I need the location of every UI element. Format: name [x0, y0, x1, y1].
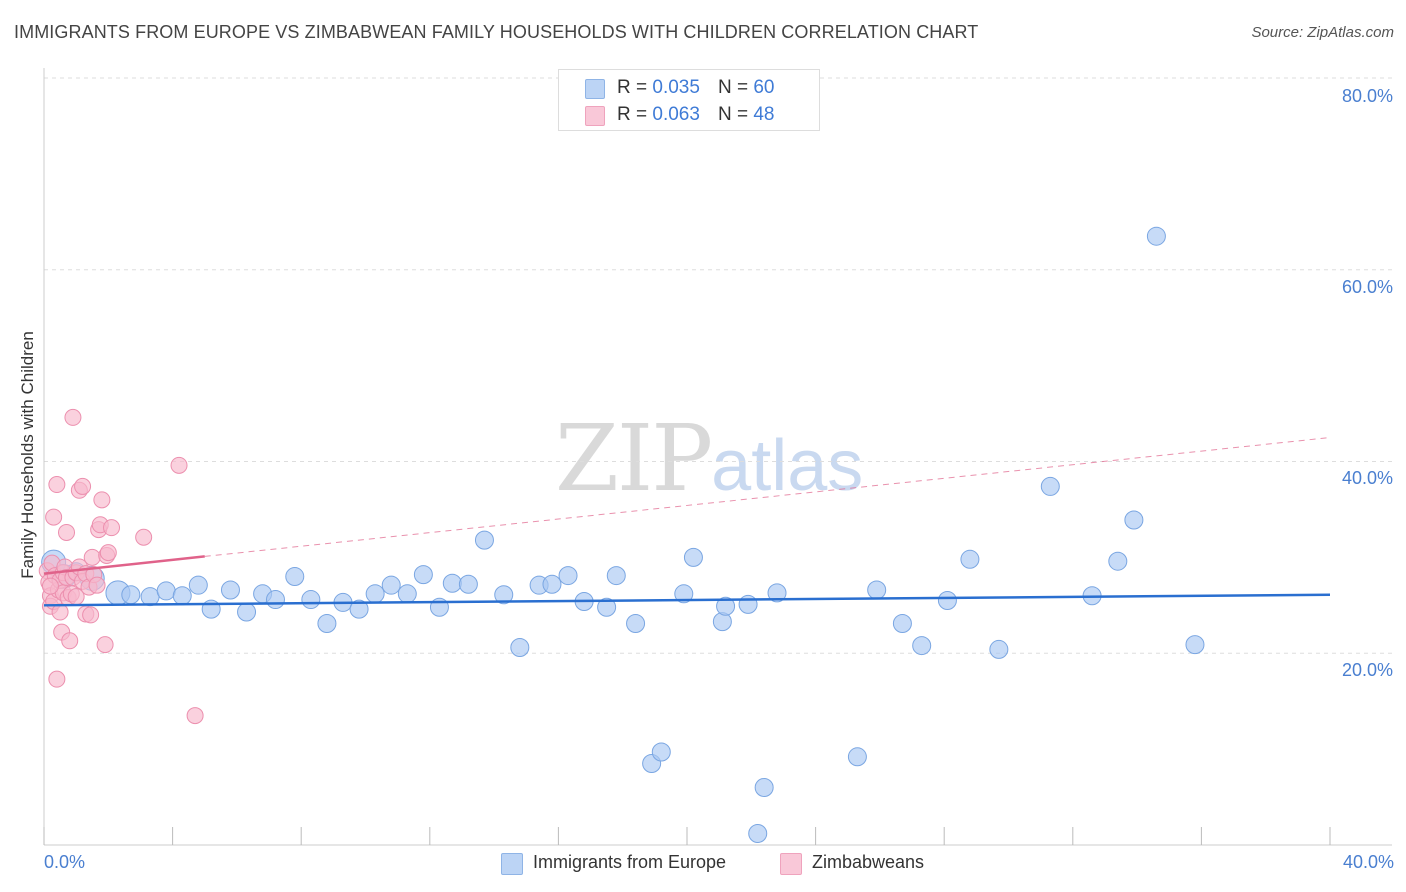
point-europe-46: [748, 823, 768, 843]
legend-n-label: N =: [717, 77, 749, 98]
point-europe-57: [1124, 510, 1144, 530]
point-europe-17: [317, 614, 337, 634]
point-europe-54: [1040, 476, 1060, 496]
point-europe-49: [892, 614, 912, 634]
point-zimbabweans-29: [74, 477, 92, 495]
point-zimbabweans-36: [88, 576, 106, 594]
zipatlas-watermark: ZIPatlas: [555, 405, 863, 512]
point-europe-15: [285, 567, 305, 587]
point-europe-40: [683, 547, 703, 567]
point-europe-14: [265, 590, 285, 610]
point-europe-43: [738, 594, 758, 614]
point-europe-48: [867, 580, 887, 600]
x-tick-label-min: 0.0%: [44, 852, 86, 872]
legend-swatch-europe: [585, 79, 605, 99]
legend-swatch-zimbabweans: [585, 106, 605, 126]
point-europe-32: [558, 566, 578, 586]
legend-r-value-zimbabweans: 0.063: [652, 104, 700, 125]
point-europe-51: [937, 591, 957, 611]
point-europe-7: [156, 581, 176, 601]
y-tick-label-20: 20.0%: [1341, 660, 1393, 680]
point-europe-39: [674, 584, 694, 604]
point-europe-34: [597, 597, 617, 617]
point-europe-56: [1108, 551, 1128, 571]
point-zimbabweans-20: [61, 632, 79, 650]
point-europe-58: [1146, 226, 1166, 246]
point-europe-59: [1185, 635, 1205, 655]
point-europe-11: [220, 580, 240, 600]
point-europe-21: [381, 575, 401, 595]
point-zimbabweans-40: [96, 636, 114, 654]
point-zimbabweans-18: [58, 523, 76, 541]
correlation-legend: R = 0.035 N = 60 R = 0.063 N = 48: [558, 69, 820, 131]
chart-title: IMMIGRANTS FROM EUROPE VS ZIMBABWEAN FAM…: [14, 22, 979, 42]
source-credit: Source: ZipAtlas.com: [1251, 24, 1394, 41]
trendline-extension-zimbabweans: [204, 437, 1331, 557]
point-europe-27: [474, 530, 494, 550]
point-europe-6: [140, 587, 160, 607]
point-zimbabweans-44: [135, 528, 153, 546]
legend-n-value-zimbabweans: 48: [753, 104, 775, 125]
point-europe-19: [349, 599, 369, 619]
trendline-europe: [43, 593, 1331, 607]
point-europe-36: [626, 614, 646, 634]
legend-r-value-europe: 0.035: [652, 77, 700, 98]
y-axis-title: Family Households with Children: [18, 331, 37, 579]
y-tick-label-40: 40.0%: [1341, 468, 1393, 488]
point-europe-28: [494, 585, 514, 605]
y-tick-label-60: 60.0%: [1341, 277, 1393, 297]
point-zimbabweans-45: [170, 456, 188, 474]
point-europe-8: [172, 586, 192, 606]
point-zimbabweans-46: [186, 707, 204, 725]
point-zimbabweans-33: [82, 606, 100, 624]
watermark-zip: ZIP: [555, 405, 713, 512]
point-zimbabweans-22: [64, 408, 82, 426]
point-europe-22: [397, 584, 417, 604]
point-europe-47: [847, 747, 867, 767]
point-europe-29: [510, 637, 530, 657]
legend-n-label: N =: [717, 104, 749, 125]
trendline-zimbabweans: [43, 555, 205, 575]
point-europe-25: [442, 573, 462, 593]
y-tick-label-80: 80.0%: [1341, 86, 1393, 106]
point-europe-9: [188, 575, 208, 595]
point-europe-35: [606, 566, 626, 586]
point-zimbabweans-39: [93, 491, 111, 509]
point-zimbabweans-8: [48, 476, 66, 494]
point-europe-45: [767, 583, 787, 603]
bottom-legend-swatch-zimbabweans: [780, 853, 802, 875]
point-europe-53: [989, 639, 1009, 659]
point-europe-42: [716, 596, 736, 616]
point-europe-31: [542, 574, 562, 594]
point-europe-5: [121, 585, 141, 605]
point-europe-12: [237, 602, 257, 622]
legend-r-label: R =: [617, 77, 648, 98]
point-zimbabweans-34: [83, 548, 101, 566]
bottom-legend-label-europe: Immigrants from Europe: [533, 852, 727, 872]
point-zimbabweans-6: [45, 508, 63, 526]
point-zimbabweans-9: [48, 670, 66, 688]
watermark-atlas: atlas: [711, 426, 864, 506]
point-europe-41: [712, 612, 732, 632]
point-zimbabweans-47: [41, 577, 59, 595]
point-europe-20: [365, 584, 385, 604]
point-zimbabweans-42: [99, 544, 117, 562]
point-europe-23: [413, 565, 433, 585]
legend-n-value-europe: 60: [753, 77, 775, 98]
point-europe-44: [754, 777, 774, 797]
bottom-legend-swatch-europe: [501, 853, 523, 875]
legend-r-label: R =: [617, 104, 648, 125]
point-europe-26: [458, 574, 478, 594]
point-zimbabweans-43: [103, 519, 121, 537]
x-tick-label-max: 40.0%: [1342, 852, 1394, 872]
point-europe-50: [912, 636, 932, 656]
point-europe-52: [960, 549, 980, 569]
point-europe-16: [301, 590, 321, 610]
bottom-legend-label-zimbabweans: Zimbabweans: [812, 852, 925, 872]
point-europe-38: [651, 742, 671, 762]
